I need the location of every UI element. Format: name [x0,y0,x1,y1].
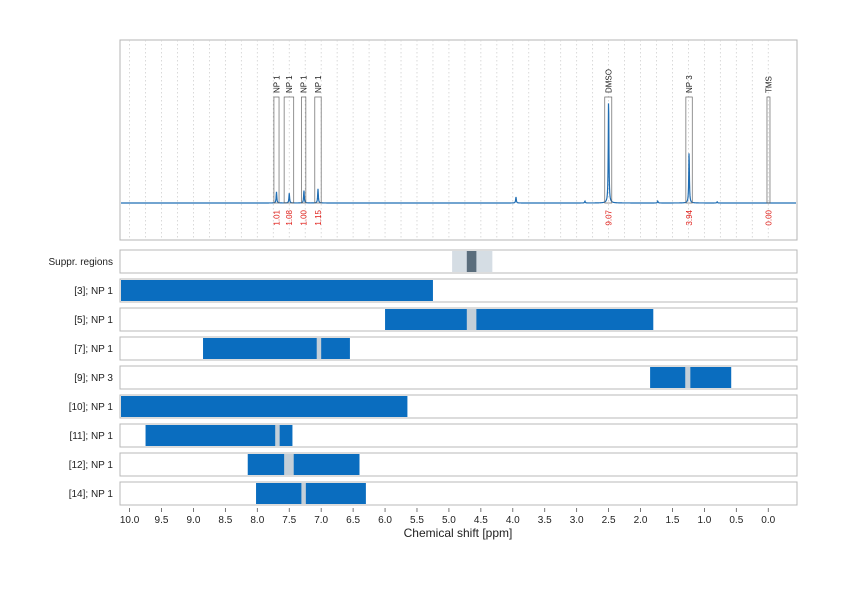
row-frame [119,365,798,390]
spectrum-frame [119,39,798,241]
interval-bar [650,367,732,388]
suppression-core [466,251,477,272]
peak-label: NP 1 [300,75,309,93]
peak-label: NP 1 [285,75,294,93]
excluded-gap [284,454,294,475]
row-label: [5]; NP 1 [74,315,113,326]
x-tick-label: 0.5 [729,515,743,526]
peak-box [685,96,693,204]
interval-bar [121,280,433,301]
excluded-gap [316,338,322,359]
spectrum-line [121,103,796,204]
x-tick-label: 1.5 [666,515,680,526]
x-tick-label: 9.0 [186,515,200,526]
interval-bar [121,396,408,417]
integral-label: 1.15 [314,209,323,225]
peak-box [273,96,280,204]
x-tick-label: 5.5 [410,515,424,526]
x-tick-label: 8.5 [218,515,232,526]
row-label: [9]; NP 3 [74,373,113,384]
x-tick-label: 3.0 [570,515,584,526]
interval-bar [256,483,366,504]
excluded-gap [466,309,477,330]
x-tick-label: 4.0 [506,515,520,526]
x-tick-label: 6.5 [346,515,360,526]
x-tick-label: 2.0 [634,515,648,526]
excluded-gap [685,367,691,388]
peak-box [604,96,613,204]
peak-label: NP 1 [272,75,281,93]
x-tick-label: 8.0 [250,515,264,526]
spectrum-panel: NP 1 1.01 NP 1 1.08 NP 1 1.00 NP 1 1.15 DMSO 9.07… [119,39,798,241]
x-tick-label: 2.5 [602,515,616,526]
x-tick-label: 7.0 [314,515,328,526]
interval-rows-panel: Suppr. regions [3]; NP 1 [5]; NP 1 [7]; NP … [49,249,798,506]
x-axis-title: Chemical shift [ppm] [404,526,513,540]
interval-bar [203,338,350,359]
row-label: Suppr. regions [49,257,114,268]
row-label: [10]; NP 1 [69,402,114,413]
peak-box [301,96,307,204]
integral-label: 1.01 [272,209,281,225]
x-tick-label: 5.0 [442,515,456,526]
row-label: [7]; NP 1 [74,344,113,355]
row-frame [119,481,798,506]
x-tick-label: 6.0 [378,515,392,526]
integral-label: 3.94 [685,209,694,225]
x-tick-label: 4.5 [474,515,488,526]
peak-label: NP 3 [685,75,694,93]
x-tick-label: 0.0 [761,515,775,526]
integral-label: 9.07 [604,209,613,225]
integral-label: 1.08 [285,209,294,225]
row-label: [3]; NP 1 [74,286,113,297]
peak-label: TMS [764,76,773,93]
x-tick-label: 9.5 [155,515,169,526]
x-axis: 10.0 9.5 9.0 8.5 8.0 7.5 7.0 6.5 6.0 5.5 5.0 4.5 4.0… [120,508,776,526]
peak-box [283,96,295,204]
interval-bar [385,309,654,330]
x-tick-label: 3.5 [538,515,552,526]
integral-label: 0.00 [764,209,773,225]
interval-bar [247,454,360,475]
interval-bar [145,425,293,446]
row-label: [12]; NP 1 [69,460,114,471]
x-tick-label: 7.5 [282,515,296,526]
row-label: [11]; NP 1 [69,431,113,442]
peak-box [766,96,771,204]
excluded-gap [275,425,280,446]
peak-label: NP 1 [314,75,323,93]
peak-label: DMSO [604,69,613,93]
integral-label: 1.00 [300,209,309,225]
excluded-gap [301,483,306,504]
x-tick-label: 10.0 [120,515,140,526]
peak-box [314,96,322,204]
row-frame [119,452,798,477]
row-label: [14]; NP 1 [69,489,114,500]
x-tick-label: 1.0 [697,515,711,526]
